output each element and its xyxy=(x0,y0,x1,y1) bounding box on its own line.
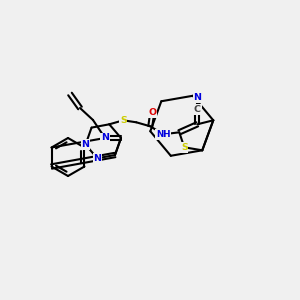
Text: N: N xyxy=(82,140,90,149)
Text: O: O xyxy=(148,108,156,117)
Text: N: N xyxy=(82,140,90,149)
Text: S: S xyxy=(120,116,127,125)
Text: C: C xyxy=(194,105,201,114)
Text: NH: NH xyxy=(156,130,170,139)
Text: N: N xyxy=(93,154,101,163)
Text: N: N xyxy=(93,154,101,163)
Text: N: N xyxy=(101,134,109,142)
Text: S: S xyxy=(181,143,188,152)
Text: N: N xyxy=(193,93,201,102)
